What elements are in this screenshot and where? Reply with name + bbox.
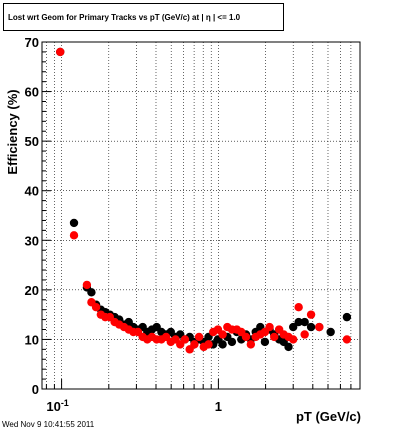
data-marker <box>289 335 298 344</box>
data-point <box>190 340 199 349</box>
data-point <box>69 231 79 240</box>
data-point <box>342 312 352 322</box>
data-point <box>306 310 316 319</box>
data-marker <box>306 322 316 332</box>
timestamp: Wed Nov 9 10:41:55 2011 <box>2 420 95 429</box>
data-marker <box>342 312 352 322</box>
data-marker <box>265 322 274 332</box>
y-tick-label: 70 <box>25 35 39 50</box>
data-marker <box>294 303 303 312</box>
y-tick-label: 40 <box>25 184 39 199</box>
data-point <box>342 335 352 344</box>
data-point <box>218 340 227 349</box>
axis-ticks <box>42 41 352 390</box>
y-tick-labels: 0 10 20 30 40 50 60 70 <box>25 35 39 397</box>
data-point <box>241 332 251 342</box>
data-marker <box>246 340 256 349</box>
x-tick-label: 10-1 <box>46 398 68 414</box>
data-marker <box>326 327 335 337</box>
data-marker <box>270 332 279 342</box>
data-point <box>300 317 309 327</box>
y-tick-label: 60 <box>25 85 39 100</box>
data-point <box>180 335 190 344</box>
data-marker <box>300 317 309 327</box>
x-tick-labels: 10-1 1 <box>46 398 222 414</box>
chart-title-box: Lost wrt Geom for Primary Tracks vs pT (… <box>3 3 284 31</box>
x-tick-label: 1 <box>215 399 222 414</box>
data-point <box>270 332 279 342</box>
data-point <box>306 322 316 332</box>
data-point <box>69 218 79 228</box>
data-marker <box>204 340 213 349</box>
data-marker <box>289 322 298 332</box>
data-point <box>315 322 324 332</box>
data-marker <box>260 337 270 347</box>
data-point <box>300 330 309 339</box>
data-point <box>294 317 303 327</box>
data-marker <box>294 317 303 327</box>
data-point <box>284 342 293 352</box>
data-marker <box>227 337 237 347</box>
data-point <box>227 337 237 347</box>
data-point <box>246 340 256 349</box>
data-marker <box>180 335 190 344</box>
data-point <box>289 322 298 332</box>
data-marker <box>194 332 204 342</box>
data-marker <box>82 280 92 290</box>
y-tick-label: 0 <box>32 382 39 397</box>
data-marker <box>218 330 227 339</box>
data-marker <box>91 303 101 312</box>
data-point <box>218 330 227 339</box>
data-point <box>91 303 101 312</box>
data-marker <box>315 322 324 332</box>
data-series <box>56 47 352 354</box>
data-marker <box>300 330 309 339</box>
y-tick-label: 10 <box>25 332 39 347</box>
data-marker <box>342 335 352 344</box>
data-point <box>204 340 213 349</box>
data-point <box>82 280 92 290</box>
data-marker <box>190 340 199 349</box>
chart-title: Lost wrt Geom for Primary Tracks vs pT (… <box>8 13 241 22</box>
x-axis-title: pT (GeV/c) <box>296 409 361 424</box>
data-marker <box>284 342 293 352</box>
data-point <box>87 288 96 297</box>
y-tick-label: 20 <box>25 283 39 298</box>
data-marker <box>218 340 227 349</box>
data-marker <box>87 288 96 297</box>
data-point <box>326 327 335 337</box>
data-point <box>289 335 298 344</box>
data-marker <box>241 332 251 342</box>
data-point <box>294 303 303 312</box>
y-tick-label: 30 <box>25 233 39 248</box>
data-marker <box>69 231 79 240</box>
grid-lines <box>42 42 360 389</box>
data-marker <box>306 310 316 319</box>
data-point <box>260 337 270 347</box>
plot-frame <box>41 41 361 390</box>
data-point <box>265 322 274 332</box>
y-axis-title: Efficiency (%) <box>5 89 20 174</box>
y-tick-label: 50 <box>25 134 39 149</box>
data-marker <box>69 218 79 228</box>
data-marker <box>56 47 65 57</box>
data-point <box>194 332 204 342</box>
data-point <box>56 47 65 57</box>
